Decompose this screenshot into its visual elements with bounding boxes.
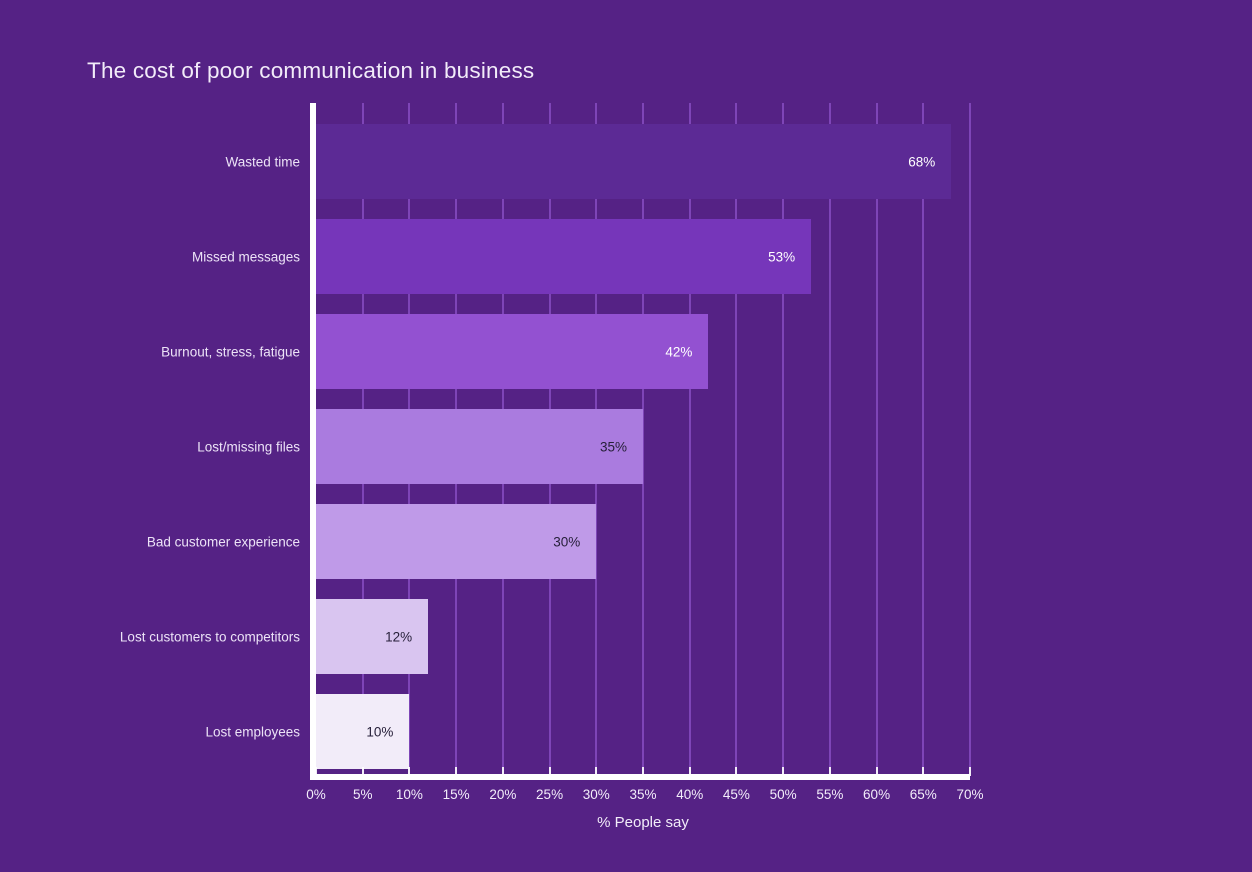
- bar: 10%: [316, 694, 410, 769]
- x-tick-label: 20%: [489, 787, 517, 802]
- bar-value-label: 53%: [768, 249, 796, 264]
- bar-value-label: 42%: [665, 344, 693, 359]
- bar: 35%: [316, 409, 643, 484]
- category-label: Wasted time: [225, 154, 300, 169]
- gridline: [828, 103, 831, 774]
- bar: 42%: [316, 314, 709, 389]
- x-tick-label: 40%: [676, 787, 704, 802]
- category-label: Missed messages: [191, 249, 300, 264]
- x-tick-label: 30%: [582, 787, 610, 802]
- gridline: [688, 103, 691, 774]
- x-tick-mark: [501, 767, 504, 776]
- x-tick-mark: [642, 767, 644, 776]
- x-tick-mark: [828, 767, 831, 776]
- x-tick-mark: [735, 767, 738, 776]
- x-tick-mark: [875, 767, 878, 776]
- category-label: Lost customers to competitors: [119, 629, 300, 644]
- bar-row: Lost/missing files 35%: [197, 409, 970, 484]
- bar-value-label: 68%: [908, 154, 936, 169]
- x-tick-mark: [595, 767, 598, 776]
- gridline: [782, 103, 785, 774]
- x-tick-label: 5%: [352, 787, 373, 802]
- x-tick-label: 70%: [956, 787, 984, 802]
- bar-value-label: 10%: [366, 724, 394, 739]
- x-tick-mark: [455, 767, 458, 776]
- x-tick-label: 50%: [769, 787, 797, 802]
- x-tick-label: 10%: [395, 787, 423, 802]
- bar: 30%: [316, 504, 597, 579]
- gridline: [969, 103, 971, 774]
- gridline: [875, 103, 878, 774]
- x-axis-ticks: 0% 5% 10% 15% 20% 25% 30% 35% 40% 45% 50% 55% 60% 65%…: [306, 767, 984, 814]
- x-tick-mark: [922, 767, 925, 776]
- bar-row: Wasted time 68%: [225, 124, 970, 199]
- plot-area: Wasted time 68% Missed messages 53% Burnout,…: [120, 103, 971, 774]
- x-tick-label: 25%: [536, 787, 564, 802]
- bar: 68%: [316, 124, 952, 199]
- gridline: [735, 103, 738, 774]
- x-axis-label: % People say: [597, 814, 689, 831]
- chart-title: The cost of poor communication in busine…: [87, 58, 535, 83]
- bar-row: Bad customer experience 30%: [147, 504, 970, 579]
- bar-value-label: 35%: [599, 439, 627, 454]
- x-tick-mark: [969, 767, 971, 776]
- category-label: Burnout, stress, fatigue: [161, 344, 300, 359]
- x-tick-label: 35%: [629, 787, 657, 802]
- x-tick-label: 55%: [816, 787, 844, 802]
- gridline: [642, 103, 644, 774]
- x-tick-label: 15%: [442, 787, 470, 802]
- bar-row: Lost customers to competitors 12%: [120, 599, 970, 674]
- x-tick-mark: [688, 767, 691, 776]
- y-axis-line: [310, 103, 316, 780]
- bar-value-label: 30%: [553, 534, 581, 549]
- x-tick-label: 0%: [306, 787, 326, 802]
- x-tick-label: 65%: [909, 787, 937, 802]
- bar-row: Lost employees 10%: [205, 694, 970, 769]
- x-tick-mark: [408, 767, 411, 776]
- x-tick-label: 60%: [863, 787, 891, 802]
- x-tick-mark: [548, 767, 551, 776]
- category-label: Lost/missing files: [197, 439, 300, 454]
- gridline: [922, 103, 925, 774]
- category-label: Bad customer experience: [146, 534, 300, 549]
- x-tick-mark: [782, 767, 785, 776]
- bar: 53%: [316, 219, 812, 294]
- bar-row: Missed messages 53%: [192, 219, 970, 294]
- x-tick-mark: [361, 767, 364, 776]
- bar-value-label: 12%: [385, 629, 413, 644]
- x-axis-line: [310, 774, 970, 780]
- bar: 12%: [316, 599, 429, 674]
- x-tick-mark: [315, 767, 317, 776]
- bar-row: Burnout, stress, fatigue 42%: [161, 314, 970, 389]
- category-label: Lost employees: [205, 724, 300, 739]
- x-tick-label: 45%: [722, 787, 750, 802]
